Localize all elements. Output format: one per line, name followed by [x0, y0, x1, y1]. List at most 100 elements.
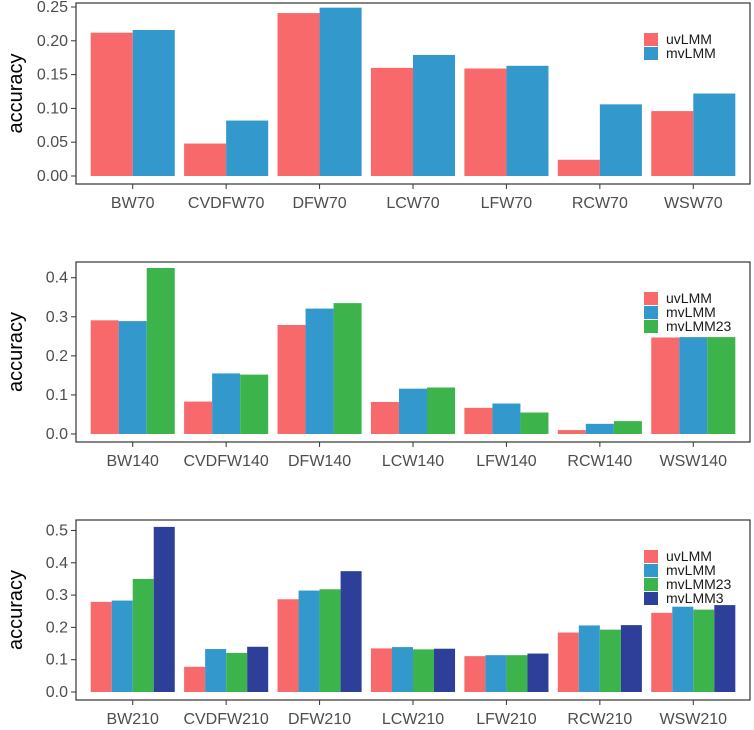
- x-tick-label: BW70: [111, 195, 155, 212]
- legend-swatch-mvLMM23: [644, 320, 658, 333]
- legend-swatch-uvLMM: [644, 292, 658, 305]
- bar-uvLMM-LCW210: [370, 648, 392, 692]
- legend-label-uvLMM: uvLMM: [666, 31, 712, 47]
- bar-mvLMM-LCW140: [398, 388, 428, 434]
- x-tick-label: WSW70: [664, 195, 723, 212]
- x-tick-label: WSW140: [659, 453, 727, 470]
- bar-uvLMM-LFW140: [464, 407, 493, 434]
- bar-mvLMM-WSW210: [672, 606, 694, 692]
- bar-mvLMM3-CVDFW210: [247, 646, 269, 692]
- bar-mvLMM-WSW140: [679, 337, 708, 434]
- bar-uvLMM-LFW70: [464, 68, 507, 176]
- bar-mvLMM23-BW140: [146, 267, 175, 434]
- legend-label-mvLMM: mvLMM: [666, 45, 716, 61]
- bar-mvLMM23-CVDFW210: [226, 652, 248, 692]
- bar-mvLMM23-RCW210: [599, 629, 621, 692]
- legend-label-mvLMM23: mvLMM23: [666, 576, 732, 592]
- x-tick-label: WSW210: [659, 711, 727, 728]
- x-tick-label: LCW210: [382, 711, 444, 728]
- y-axis-title: accuracy: [5, 570, 27, 650]
- bar-mvLMM3-WSW210: [714, 605, 736, 692]
- x-tick-label: RCW210: [567, 711, 632, 728]
- x-tick-label: DFW210: [288, 711, 351, 728]
- legend-swatch-uvLMM: [644, 550, 658, 563]
- legend-label-uvLMM: uvLMM: [666, 290, 712, 306]
- x-tick-label: LCW70: [386, 195, 439, 212]
- y-tick-label: 0.10: [37, 100, 68, 117]
- chart-panel-2: 0.0 0.1 0.2 0.3 0.4 accuracy BW140 CVDFW140 DFW1…: [5, 261, 751, 470]
- legend-label-mvLMM: mvLMM: [666, 562, 716, 578]
- bar-uvLMM-BW210: [90, 601, 112, 692]
- x-tick-label: CVDFW70: [188, 195, 265, 212]
- bar-uvLMM-CVDFW210: [184, 666, 206, 692]
- x-tick-label: LFW70: [481, 195, 533, 212]
- bar-mvLMM-LFW210: [485, 655, 507, 692]
- bar-mvLMM-LCW210: [391, 647, 413, 692]
- x-tick-label: LCW140: [382, 453, 444, 470]
- bar-mvLMM-DFW70: [319, 7, 362, 177]
- bar-mvLMM-RCW210: [578, 625, 600, 692]
- bar-mvLMM23-BW210: [132, 578, 154, 692]
- bar-mvLMM23-LFW210: [506, 655, 528, 692]
- bar-mvLMM-LFW70: [506, 65, 549, 176]
- bar-mvLMM23-DFW140: [333, 303, 362, 434]
- bar-uvLMM-CVDFW140: [184, 401, 213, 434]
- y-tick-label: 0.0: [46, 684, 68, 701]
- y-tick-label: 0.1: [46, 652, 68, 669]
- y-tick-label: 0.4: [46, 270, 68, 287]
- bar-mvLMM-WSW70: [693, 93, 736, 176]
- bar-uvLMM-LFW210: [464, 656, 486, 692]
- chart-panel-3: 0.0 0.1 0.2 0.3 0.4 0.5 accuracy BW210 CVDFW210 D…: [5, 519, 751, 728]
- bar-uvLMM-BW140: [90, 320, 119, 434]
- x-tick-label: RCW70: [572, 195, 628, 212]
- bar-mvLMM23-CVDFW140: [240, 374, 269, 434]
- bar-mvLMM-LFW140: [492, 403, 521, 434]
- x-tick-label: DFW140: [288, 453, 351, 470]
- y-tick-label: 0.2: [46, 348, 68, 365]
- bar-mvLMM-DFW210: [298, 590, 320, 692]
- x-tick-label: BW140: [106, 453, 159, 470]
- y-tick-label: 0.00: [37, 168, 68, 185]
- legend-swatch-mvLMM3: [644, 592, 658, 605]
- y-tick-label: 0.5: [46, 522, 68, 539]
- bar-mvLMM3-LFW210: [527, 653, 549, 692]
- bar-mvLMM-RCW70: [599, 104, 642, 176]
- bar-mvLMM-CVDFW70: [226, 120, 269, 176]
- bar-uvLMM-WSW210: [651, 612, 673, 692]
- bar-uvLMM-RCW140: [557, 430, 586, 434]
- bar-mvLMM-CVDFW210: [205, 649, 227, 692]
- bar-mvLMM3-LCW210: [434, 648, 456, 692]
- y-tick-label: 0.05: [37, 134, 68, 151]
- chart-panel-1: 0.00 0.05 0.10 0.15 0.20 0.25 accuracy BW70 CVDF…: [5, 0, 751, 212]
- bar-mvLMM-CVDFW140: [212, 373, 241, 434]
- x-tick-label: CVDFW210: [183, 711, 268, 728]
- bar-uvLMM-LCW70: [370, 67, 413, 176]
- legend-swatch-mvLMM: [644, 47, 658, 60]
- y-tick-label: 0.4: [46, 555, 68, 572]
- bar-mvLMM-RCW140: [585, 423, 614, 434]
- bar-mvLMM23-WSW210: [693, 609, 715, 692]
- bar-uvLMM-WSW140: [651, 337, 680, 434]
- y-tick-label: 0.25: [37, 0, 68, 16]
- bar-mvLMM-BW140: [118, 321, 147, 434]
- bar-mvLMM-DFW140: [305, 308, 334, 434]
- legend-swatch-uvLMM: [644, 33, 658, 46]
- legend-swatch-mvLMM: [644, 564, 658, 577]
- y-axis-title: accuracy: [5, 53, 27, 133]
- bar-uvLMM-DFW140: [277, 324, 306, 434]
- x-tick-label: LFW140: [476, 453, 537, 470]
- bar-mvLMM-BW70: [132, 29, 175, 177]
- bar-uvLMM-RCW70: [557, 159, 600, 176]
- bar-mvLMM23-DFW210: [319, 589, 341, 692]
- bar-uvLMM-DFW70: [277, 13, 320, 176]
- bar-uvLMM-WSW70: [651, 111, 694, 176]
- bar-mvLMM23-LCW210: [413, 649, 435, 692]
- legend-label-uvLMM: uvLMM: [666, 548, 712, 564]
- legend-label-mvLMM: mvLMM: [666, 304, 716, 320]
- bar-mvLMM23-LCW140: [427, 387, 456, 434]
- x-tick-label: CVDFW140: [183, 453, 268, 470]
- legend-swatch-mvLMM23: [644, 578, 658, 591]
- x-tick-label: DFW70: [292, 195, 346, 212]
- y-tick-label: 0.20: [37, 33, 68, 50]
- bar-mvLMM23-RCW140: [613, 421, 642, 434]
